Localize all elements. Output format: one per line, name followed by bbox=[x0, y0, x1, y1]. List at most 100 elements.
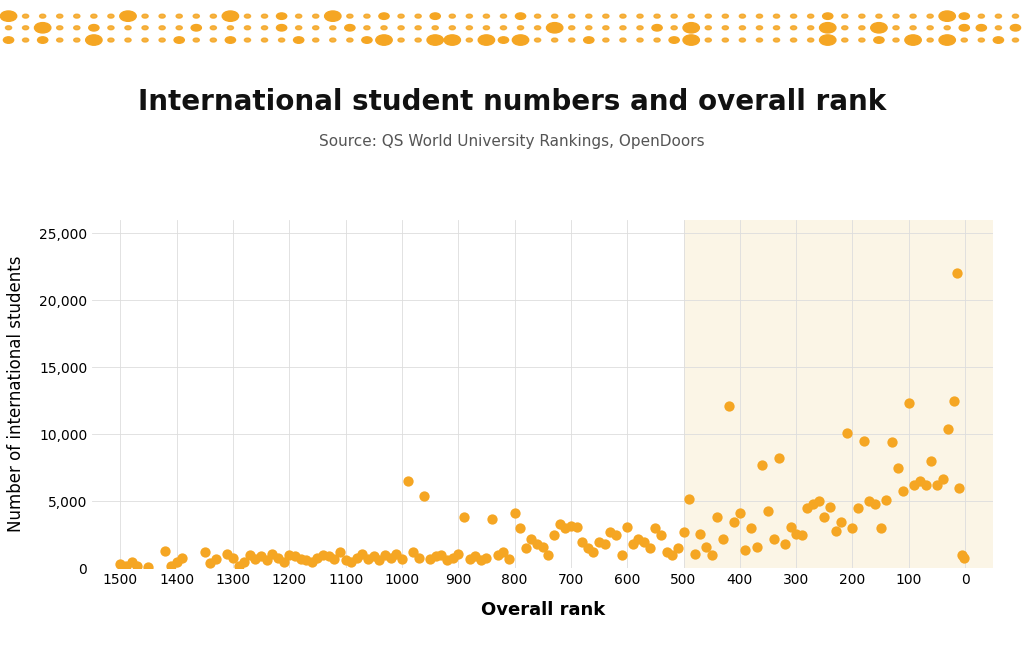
Point bbox=[157, 546, 173, 556]
Point bbox=[496, 547, 512, 557]
Point bbox=[433, 550, 450, 560]
Point bbox=[951, 483, 968, 493]
Point bbox=[850, 503, 866, 514]
Point bbox=[692, 528, 709, 539]
Point bbox=[856, 436, 872, 446]
Point bbox=[326, 554, 342, 564]
Point bbox=[461, 554, 477, 564]
Point bbox=[776, 539, 793, 550]
Point bbox=[483, 514, 500, 524]
Point bbox=[715, 534, 731, 544]
Point bbox=[197, 547, 213, 557]
Point bbox=[811, 496, 827, 506]
Point bbox=[924, 456, 940, 466]
Point bbox=[393, 554, 410, 564]
Point bbox=[607, 530, 624, 540]
Point bbox=[602, 527, 618, 537]
Point bbox=[416, 491, 432, 501]
Point bbox=[551, 519, 567, 529]
Point bbox=[737, 545, 754, 555]
Point bbox=[636, 536, 652, 547]
Point bbox=[478, 552, 495, 563]
Point bbox=[359, 554, 376, 564]
Point bbox=[377, 550, 393, 560]
Point bbox=[236, 557, 252, 567]
Point bbox=[321, 551, 337, 561]
Point bbox=[647, 523, 664, 534]
Point bbox=[929, 480, 945, 490]
Point bbox=[879, 495, 895, 505]
Point bbox=[371, 556, 387, 566]
Point bbox=[309, 552, 326, 563]
Point bbox=[726, 516, 742, 526]
Point bbox=[676, 527, 692, 537]
Point bbox=[224, 552, 241, 563]
Point bbox=[388, 548, 404, 559]
Point bbox=[866, 499, 883, 509]
Point bbox=[901, 399, 918, 409]
Point bbox=[557, 523, 573, 534]
Point bbox=[422, 554, 438, 564]
Point bbox=[618, 522, 635, 532]
Point bbox=[174, 552, 190, 563]
Point bbox=[444, 552, 461, 563]
Point bbox=[411, 552, 427, 563]
Point bbox=[940, 424, 956, 434]
Point bbox=[884, 437, 900, 448]
Point bbox=[523, 534, 540, 544]
Point bbox=[568, 522, 585, 532]
Point bbox=[794, 530, 810, 540]
Point bbox=[782, 522, 799, 532]
Point bbox=[275, 557, 292, 567]
Point bbox=[202, 558, 218, 568]
Y-axis label: Number of international students: Number of international students bbox=[7, 256, 26, 532]
Point bbox=[721, 401, 737, 412]
Point bbox=[760, 506, 776, 516]
Point bbox=[954, 550, 971, 560]
Point bbox=[506, 508, 522, 519]
Point bbox=[681, 494, 697, 504]
Text: Source: QS World University Rankings, OpenDoors: Source: QS World University Rankings, Op… bbox=[319, 134, 705, 149]
Point bbox=[911, 476, 928, 486]
Point bbox=[112, 559, 128, 570]
Point bbox=[366, 551, 382, 561]
Point bbox=[743, 523, 760, 534]
Point bbox=[541, 550, 557, 560]
Point bbox=[450, 548, 466, 559]
Point bbox=[816, 512, 833, 523]
Point bbox=[641, 543, 658, 554]
Point bbox=[287, 551, 303, 561]
Point bbox=[946, 395, 963, 406]
Point bbox=[118, 561, 134, 572]
Point bbox=[242, 550, 258, 560]
Point bbox=[839, 428, 855, 438]
Point bbox=[861, 496, 878, 506]
Point bbox=[253, 551, 269, 561]
Point bbox=[821, 501, 838, 512]
Point bbox=[686, 548, 702, 559]
Point bbox=[895, 486, 911, 496]
Point bbox=[123, 557, 139, 567]
Point bbox=[163, 561, 179, 571]
Point bbox=[168, 557, 184, 567]
Point bbox=[591, 536, 607, 547]
Point bbox=[653, 530, 670, 540]
Point bbox=[517, 543, 535, 554]
Point bbox=[354, 548, 371, 559]
Point bbox=[129, 561, 145, 571]
Point bbox=[281, 550, 297, 560]
Point bbox=[456, 512, 472, 523]
Point bbox=[293, 554, 309, 564]
Point bbox=[918, 480, 934, 490]
Point bbox=[303, 557, 319, 567]
Point bbox=[343, 557, 359, 567]
Point bbox=[955, 552, 972, 563]
Point bbox=[630, 534, 647, 544]
Point bbox=[264, 548, 281, 559]
Point bbox=[332, 547, 348, 557]
Point bbox=[298, 556, 314, 566]
Point bbox=[664, 550, 680, 560]
Point bbox=[906, 480, 923, 490]
Point bbox=[219, 548, 236, 559]
Point bbox=[889, 463, 906, 473]
